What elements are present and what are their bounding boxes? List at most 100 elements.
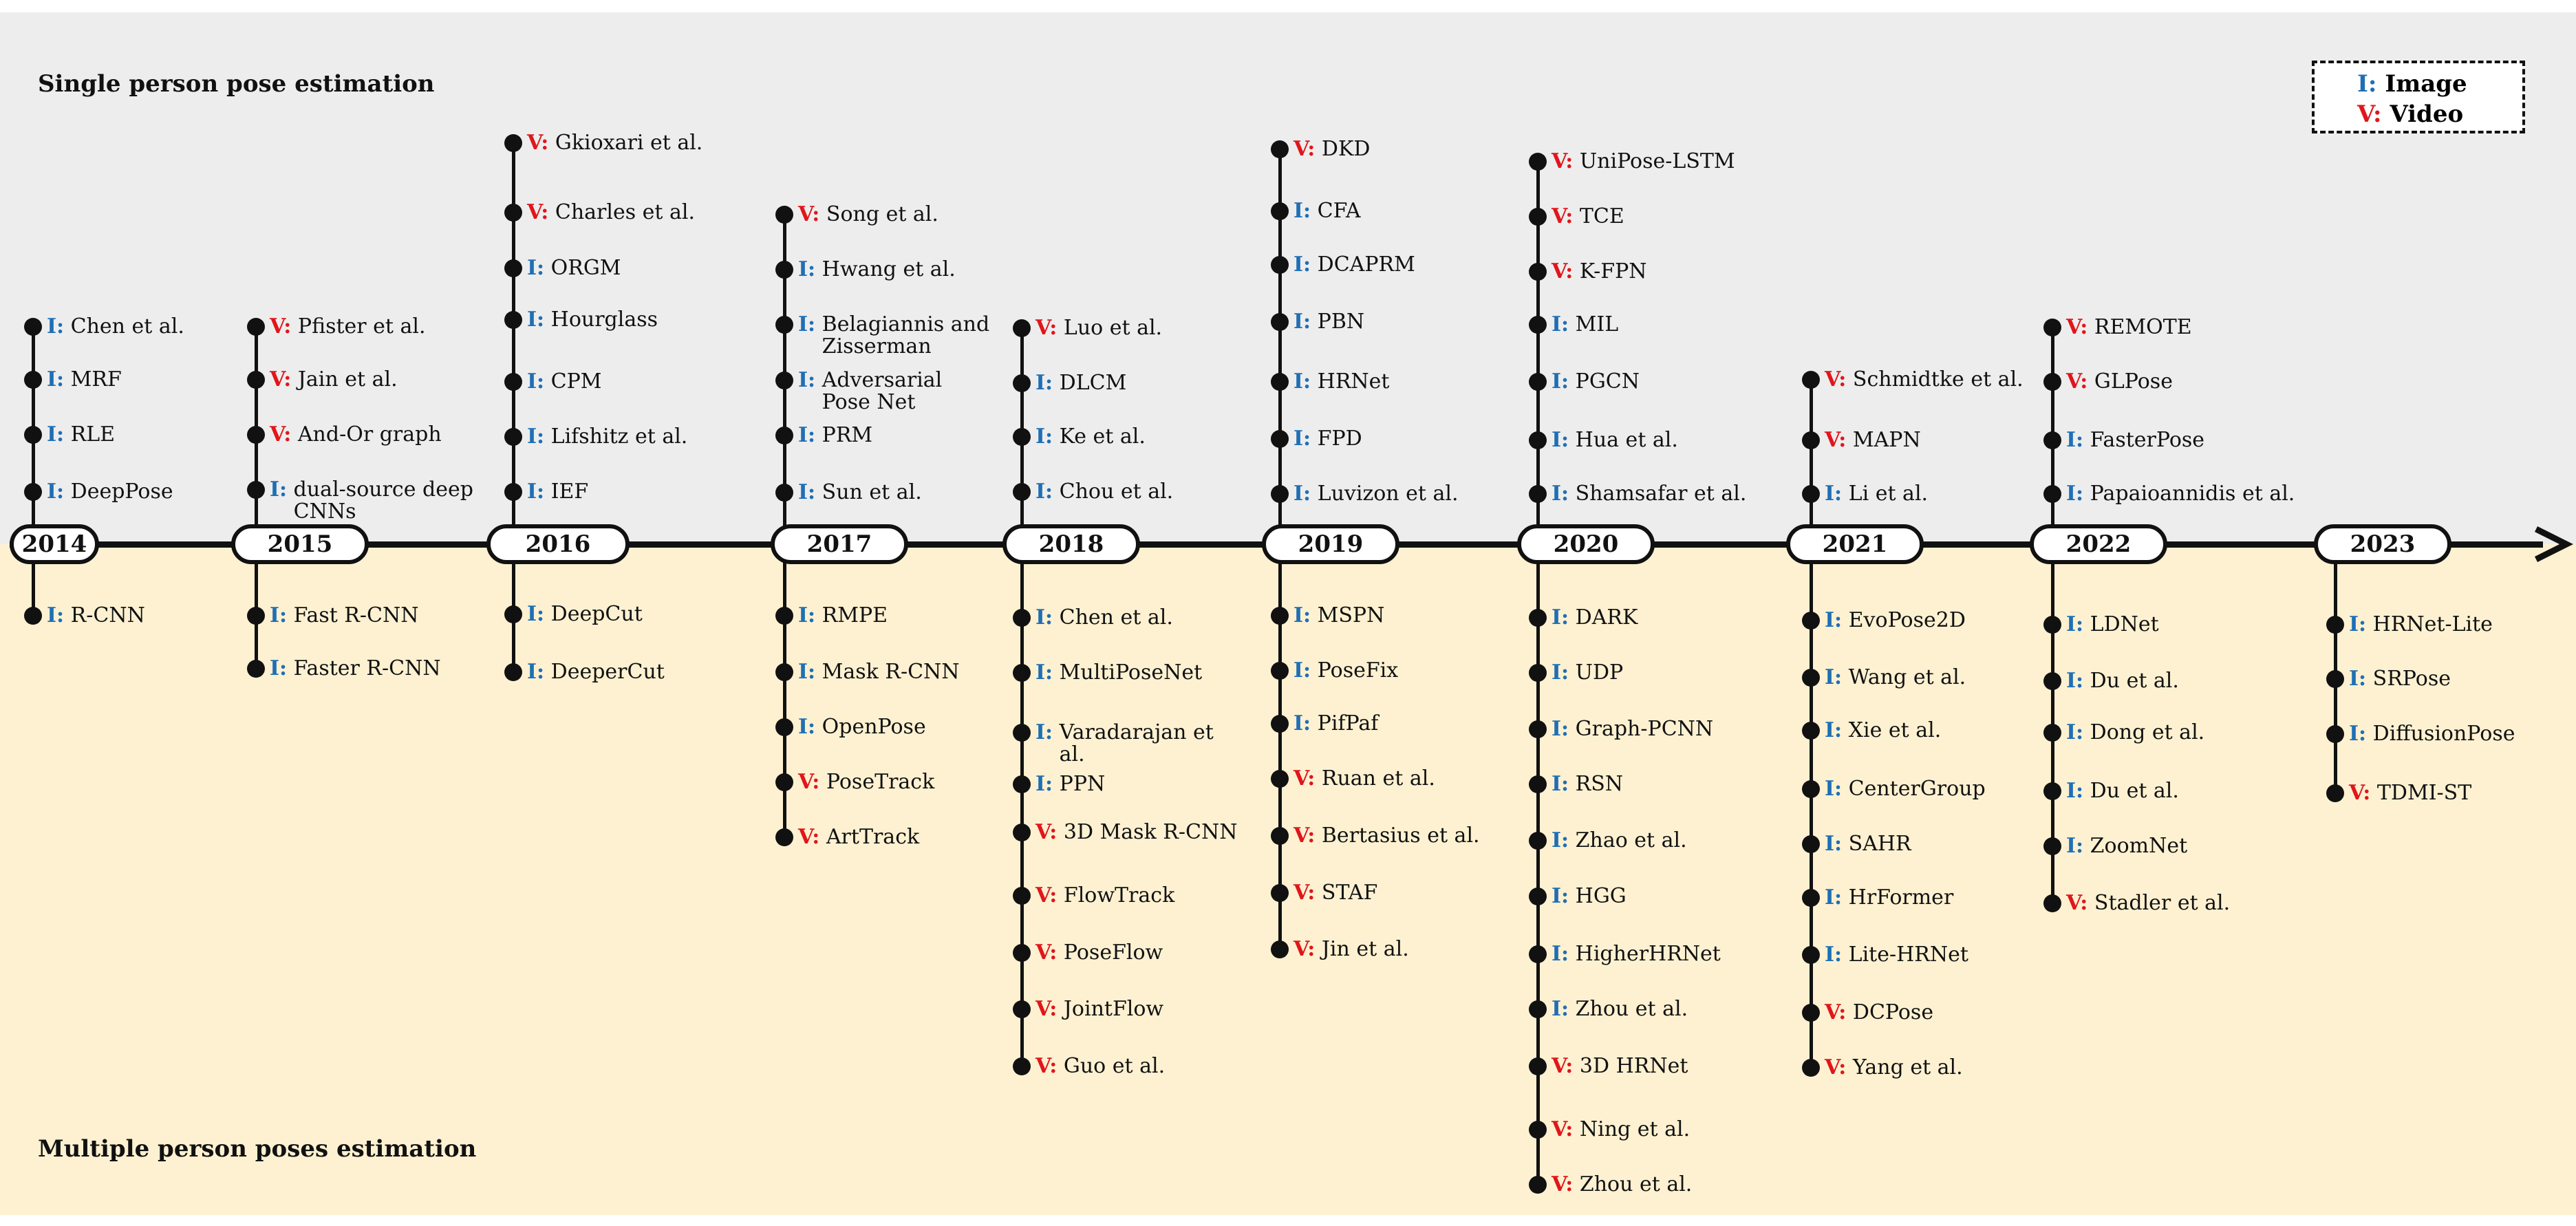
method-name: DeepCut <box>550 602 643 626</box>
type-tag: I: <box>527 660 545 684</box>
type-tag: V: <box>1035 316 1058 340</box>
timeline-dot <box>1529 263 1547 281</box>
method-item: V: Charles et al. <box>527 202 695 224</box>
method-name: DKD <box>1321 137 1371 161</box>
stem-above-2020 <box>1536 162 1540 544</box>
method-item: I: DARK <box>1552 607 1638 629</box>
timeline-dot <box>1271 373 1289 391</box>
method-item: I: Chen et al. <box>1035 607 1173 629</box>
legend-image-label: Image <box>2385 70 2467 98</box>
timeline-dot <box>1802 431 1820 449</box>
timeline-dot <box>1529 888 1547 905</box>
stem-below-2021 <box>1810 544 1813 1068</box>
timeline-dot <box>1802 371 1820 389</box>
timeline-dot <box>1802 889 1820 907</box>
type-tag: V: <box>1035 820 1058 844</box>
timeline-dot <box>2043 431 2061 449</box>
method-item: V: Luo et al. <box>1035 317 1162 339</box>
type-tag: I: <box>1825 885 1843 910</box>
method-item: V: REMOTE <box>2066 316 2192 338</box>
method-name: PoseFix <box>1317 658 1399 682</box>
method-item: I: Varadarajan et al. <box>1035 722 1214 766</box>
method-item: I: Fast R-CNN <box>270 605 419 627</box>
type-tag: I: <box>798 660 816 684</box>
stem-below-2018 <box>1020 544 1024 1066</box>
timeline-arrowhead <box>2534 526 2573 563</box>
method-item: I: SRPose <box>2349 668 2451 690</box>
timeline-dot <box>1802 835 1820 853</box>
method-name: Li et al. <box>1848 482 1929 506</box>
method-item: V: Jin et al. <box>1294 938 1409 960</box>
method-item: I: PBN <box>1294 311 1364 333</box>
timeline-dot <box>1013 775 1031 793</box>
timeline-dot <box>775 663 793 681</box>
method-item: I: MRF <box>47 369 122 391</box>
method-item: V: GLPose <box>2066 371 2173 393</box>
timeline-dot <box>775 316 793 334</box>
method-name: Bertasius et al. <box>1321 824 1480 848</box>
timeline-dot <box>1529 316 1547 334</box>
method-item: I: DeepCut <box>527 603 643 625</box>
timeline-dot <box>504 663 522 681</box>
method-name: FasterPose <box>2090 428 2205 452</box>
year-box-2023: 2023 <box>2314 524 2451 564</box>
method-item: I: CPM <box>527 371 602 393</box>
method-name: Guo et al. <box>1063 1054 1166 1078</box>
method-item: V: UniPose-LSTM <box>1552 151 1735 173</box>
timeline-dot <box>2043 782 2061 800</box>
method-name: Sun et al. <box>822 480 922 504</box>
legend-image-tag: I: <box>2357 70 2377 98</box>
method-item: V: ArtTrack <box>798 826 919 848</box>
method-name: Stadler et al. <box>2094 891 2231 915</box>
type-tag: I: <box>1825 608 1843 632</box>
timeline-dot <box>775 607 793 625</box>
type-tag: V: <box>1294 824 1316 848</box>
method-name: Graph-PCNN <box>1575 717 1714 741</box>
method-item: V: DKD <box>1294 138 1370 160</box>
type-tag: V: <box>1294 881 1316 905</box>
method-item: I: HRNet <box>1294 371 1389 393</box>
type-tag: V: <box>1035 883 1058 907</box>
method-item: V: And-Or graph <box>270 424 442 446</box>
timeline-dot <box>1271 884 1289 902</box>
timeline-dot <box>1271 430 1289 448</box>
method-name: Adversarial Pose Net <box>822 368 943 414</box>
method-name: DARK <box>1575 605 1638 630</box>
method-item: V: STAF <box>1294 882 1377 904</box>
timeline-dot <box>1013 944 1031 962</box>
method-name: Belagiannis and Zisserman <box>822 312 990 358</box>
timeline-dot <box>1529 945 1547 963</box>
type-tag: I: <box>270 656 288 680</box>
method-name: RLE <box>70 422 116 447</box>
type-tag: I: <box>1552 605 1569 630</box>
method-item: I: Ke et al. <box>1035 426 1146 448</box>
method-name: Ruan et al. <box>1321 766 1435 791</box>
type-tag: V: <box>270 367 292 391</box>
type-tag: I: <box>47 480 65 504</box>
method-name: PPN <box>1059 772 1106 796</box>
year-box-2014: 2014 <box>10 524 99 564</box>
method-name: Du et al. <box>2090 779 2179 803</box>
timeline-dot <box>2326 784 2344 802</box>
method-name: Chou et al. <box>1059 480 1174 504</box>
stem-below-2014 <box>32 544 35 616</box>
method-item: I: Chou et al. <box>1035 481 1173 503</box>
method-item: V: Bertasius et al. <box>1294 825 1480 847</box>
timeline-dot <box>1013 428 1031 446</box>
type-tag: I: <box>2066 428 2084 452</box>
method-item: I: OpenPose <box>798 716 926 738</box>
timeline-dot <box>1802 946 1820 964</box>
method-name: DCPose <box>1852 1000 1934 1024</box>
type-tag: V: <box>1552 204 1574 228</box>
type-tag: I: <box>1035 660 1053 685</box>
method-name: DLCM <box>1059 371 1127 395</box>
method-item: I: Faster R-CNN <box>270 658 441 680</box>
type-tag: V: <box>1552 149 1574 173</box>
timeline-dot <box>1802 722 1820 740</box>
timeline-dot <box>24 371 42 389</box>
method-item: I: Hwang et al. <box>798 259 956 281</box>
type-tag: V: <box>1552 1117 1574 1141</box>
timeline-dot <box>24 483 42 501</box>
method-name: Faster R-CNN <box>293 656 441 680</box>
timeline-dot <box>247 426 265 444</box>
